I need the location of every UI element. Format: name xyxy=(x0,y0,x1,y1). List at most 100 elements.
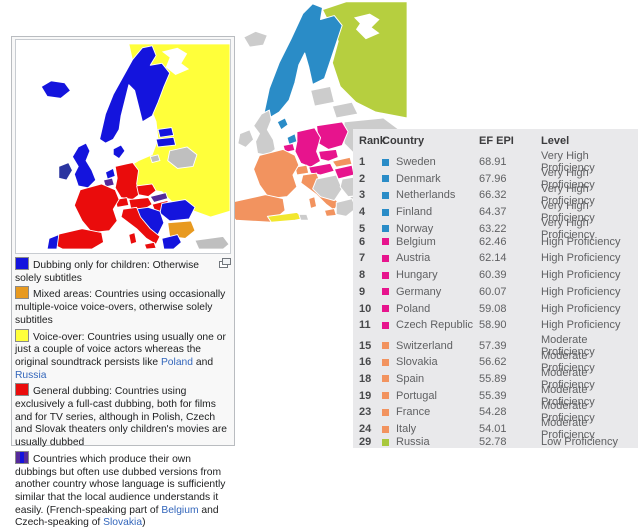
country-level-square xyxy=(382,392,389,400)
map-region-turkey xyxy=(194,236,230,250)
cell-score: 66.32 xyxy=(479,189,507,202)
legend-link-poland[interactable]: Poland xyxy=(160,356,193,368)
map-region-netherlands xyxy=(105,167,116,180)
cell-rank: 5 xyxy=(359,222,366,235)
map-region-sliver-tip xyxy=(298,213,310,221)
cell-rank: 11 xyxy=(359,319,371,332)
cell-rank: 23 xyxy=(359,406,372,419)
cell-score: 64.37 xyxy=(479,206,507,219)
cell-level: Very High Proficiency xyxy=(541,166,595,191)
country-level-square xyxy=(382,271,389,279)
table-row: 1 Sweden 68.91 Very High Proficiency xyxy=(353,150,638,174)
cell-rank: 1 xyxy=(359,156,366,168)
map-region-south-sliver xyxy=(266,211,306,223)
table-row: 19 Portugal 55.39 Moderate Proficiency xyxy=(353,384,638,408)
legend-text: Voice-over: Countries using usually one … xyxy=(15,331,226,368)
country-level-square xyxy=(382,208,389,216)
map-region-belgium xyxy=(103,177,115,188)
cell-level: Moderate Proficiency xyxy=(541,400,595,425)
map-region-iceland xyxy=(40,80,71,99)
country-name: Slovakia xyxy=(396,356,438,369)
dubbing-map-thumbnail[interactable] xyxy=(15,39,231,254)
cell-rank: 29 xyxy=(359,436,372,449)
map-region-belarus xyxy=(331,101,359,119)
map-region-czech xyxy=(318,148,339,162)
legend-item-0: Dubbing only for children: Otherwise sol… xyxy=(15,257,231,285)
cell-level: Very High Proficiency xyxy=(541,150,595,174)
map-region-sardinia xyxy=(128,232,138,245)
country-level-square xyxy=(382,438,389,446)
table-row: 7 Austria 62.14 High Proficiency xyxy=(353,250,638,267)
map-region-slovakia xyxy=(331,156,353,168)
header-country: Country xyxy=(382,135,425,147)
cell-country: Hungary xyxy=(382,269,479,281)
cell-score: 63.22 xyxy=(479,222,507,235)
map-region-baltics xyxy=(310,85,335,107)
cell-country: Italy xyxy=(382,423,479,435)
country-name: Poland xyxy=(396,302,431,315)
map-region-germany xyxy=(294,127,322,168)
cell-score: 59.08 xyxy=(479,302,507,315)
map-region-portugal xyxy=(46,234,60,250)
country-level-square xyxy=(382,358,389,366)
legend-link-belgium[interactable]: Belgium xyxy=(161,504,199,516)
cell-country: Russia xyxy=(382,436,479,448)
dubbing-panel: Dubbing only for children: Otherwise sol… xyxy=(11,36,235,528)
cell-country: Belgium xyxy=(382,236,479,248)
country-level-square xyxy=(382,225,389,233)
map-region-austria xyxy=(308,162,335,176)
map-region-iceland xyxy=(243,30,268,48)
cell-level: Moderate Proficiency xyxy=(541,383,595,408)
country-name: Portugal xyxy=(396,389,437,402)
table-row: 6 Belgium 62.46 High Proficiency xyxy=(353,233,638,250)
map-region-spain xyxy=(52,228,104,250)
map-region-estonia xyxy=(157,127,175,138)
country-level-square xyxy=(382,254,389,262)
map-region-sicily xyxy=(323,207,337,217)
cell-score: 55.39 xyxy=(479,389,507,402)
efepi-table: Rank Country EF EPI Level 1 Sweden 68.91 Ve… xyxy=(353,129,638,448)
legend-swatch xyxy=(15,450,29,464)
cell-score: 60.39 xyxy=(479,269,507,282)
map-region-greece xyxy=(161,234,182,250)
cell-level: High Proficiency xyxy=(541,252,621,265)
country-level-square xyxy=(382,375,389,383)
map-region-romania xyxy=(159,199,196,222)
cell-level: High Proficiency xyxy=(541,319,621,332)
map-region-greece xyxy=(335,198,357,217)
header-score: EF EPI xyxy=(479,135,514,147)
legend-link-russia[interactable]: Russia xyxy=(15,369,47,381)
country-name: Austria xyxy=(396,252,431,265)
cell-level: High Proficiency xyxy=(541,302,621,315)
country-name: France xyxy=(396,406,431,419)
map-region-poland xyxy=(316,121,349,150)
legend-text: General dubbing: Countries using exclusi… xyxy=(15,386,228,449)
table-row: 9 Germany 60.07 High Proficiency xyxy=(353,284,638,301)
country-level-square xyxy=(382,321,389,329)
cell-level: High Proficiency xyxy=(541,235,621,248)
map-region-white-sea xyxy=(161,47,190,76)
map-region-white-sea xyxy=(353,13,380,40)
cell-country: Denmark xyxy=(382,173,479,185)
country-name: Finland xyxy=(396,206,433,219)
magnify-icon[interactable] xyxy=(219,258,231,268)
table-row: 16 Slovakia 56.62 Moderate Proficiency xyxy=(353,350,638,374)
cell-country: Spain xyxy=(382,373,479,385)
cell-rank: 6 xyxy=(359,235,366,248)
country-level-square xyxy=(382,238,389,246)
cell-country: France xyxy=(382,406,479,418)
country-name: Russia xyxy=(396,436,430,449)
legend-swatch xyxy=(15,257,29,270)
cell-level: High Proficiency xyxy=(541,285,621,298)
cell-level: Moderate Proficiency xyxy=(541,417,595,441)
cell-level: Low Proficiency xyxy=(541,436,619,449)
table-row: 24 Italy 54.01 Moderate Proficiency xyxy=(353,417,638,441)
country-level-square xyxy=(382,305,389,313)
map-region-france xyxy=(73,183,120,234)
map-region-denmark xyxy=(112,144,126,160)
table-row: 10 Poland 59.08 High Proficiency xyxy=(353,300,638,317)
legend-link-slovakia[interactable]: Slovakia xyxy=(103,517,143,529)
dubbing-map-svg xyxy=(40,43,230,250)
legend-item-1: Mixed areas: Countries using occasionall… xyxy=(15,286,231,327)
legend-text: ) xyxy=(142,517,146,529)
